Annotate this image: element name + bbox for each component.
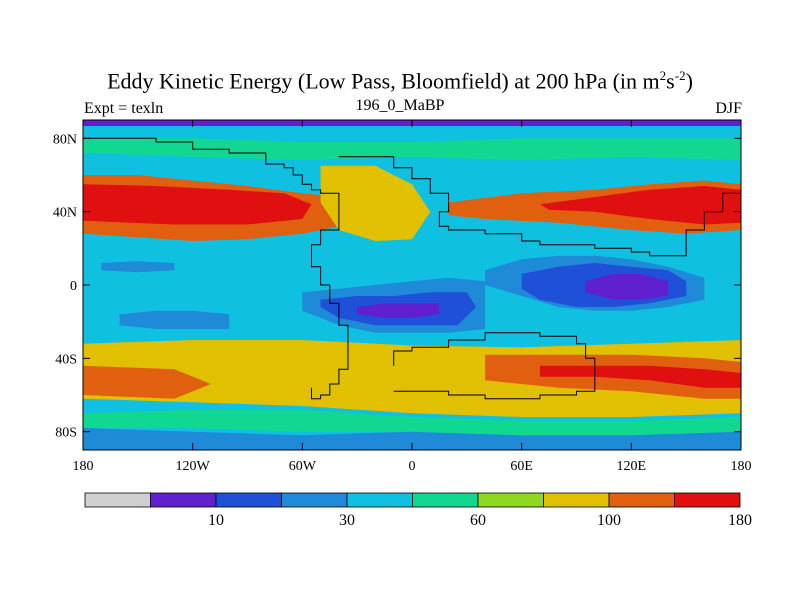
outline-southern-ring <box>393 332 596 400</box>
colorbar-segment <box>150 492 217 508</box>
colorbar-segment <box>84 492 151 508</box>
title-s: s <box>666 68 675 94</box>
colorbar-segment <box>477 492 544 508</box>
colorbar-segment <box>543 492 610 508</box>
x-tick-label: 60W <box>289 459 317 474</box>
y-tick-label: 80N <box>53 132 77 147</box>
colorbar-label: 10 <box>208 512 224 529</box>
y-tick-label: 0 <box>70 279 77 294</box>
region-tropic-atl-purple <box>357 303 440 318</box>
colorbar-segment <box>412 492 479 508</box>
colorbar-label: 60 <box>470 512 486 529</box>
x-tick-label: 120E <box>617 459 647 474</box>
season-label: DJF <box>715 100 742 117</box>
title-sup1: 2 <box>659 68 667 83</box>
colorbar-segment <box>281 492 348 508</box>
region-pacific-n-blue <box>101 261 175 273</box>
region-nh-band-red <box>83 184 312 225</box>
colorbar: 10 30 60 100 180 <box>84 492 752 529</box>
title-sup2: -2 <box>674 68 686 83</box>
colorbar-segment <box>674 492 741 508</box>
region-sh-green <box>83 409 741 436</box>
title-close: ) <box>685 68 693 94</box>
axes: 180 120W 60W 0 60E 120E 180 80N 40N 0 40S 80S <box>53 120 752 474</box>
contour-fields <box>83 120 741 450</box>
colorbar-label: 180 <box>728 512 752 529</box>
colorbar-label: 100 <box>597 512 621 529</box>
continent-outlines <box>83 137 741 400</box>
y-tick-label: 40S <box>55 352 77 367</box>
title-main: Eddy Kinetic Energy (Low Pass, Bloomfiel… <box>107 68 660 94</box>
region-atlantic-orange <box>320 165 431 241</box>
y-tick-label: 80S <box>55 426 77 441</box>
region-arctic-green <box>83 138 741 161</box>
experiment-label: Expt = texln <box>84 100 164 117</box>
colorbar-segment <box>346 492 413 508</box>
y-tick-label: 40N <box>53 206 77 221</box>
region-asia-band-red <box>539 186 741 225</box>
x-tick-label: 120W <box>176 459 211 474</box>
region-sh-band-orange <box>83 365 211 399</box>
region-tropic-east-purple <box>585 274 668 300</box>
chart-title: Eddy Kinetic Energy (Low Pass, Bloomfiel… <box>0 68 800 94</box>
x-tick-label: 180 <box>731 459 752 474</box>
x-tick-label: 0 <box>409 459 416 474</box>
region-sh-band-red-east <box>539 365 741 388</box>
outline-continent-east <box>338 156 741 257</box>
region-pacific-eq-blue <box>119 310 230 329</box>
colorbar-segment <box>608 492 675 508</box>
colorbar-segment <box>215 492 282 508</box>
x-tick-label: 180 <box>73 459 94 474</box>
outline-continent-west <box>83 137 349 400</box>
colorbar-label: 30 <box>339 512 355 529</box>
run-label: 196_0_MaBP <box>355 97 445 114</box>
x-tick-label: 60E <box>510 459 533 474</box>
